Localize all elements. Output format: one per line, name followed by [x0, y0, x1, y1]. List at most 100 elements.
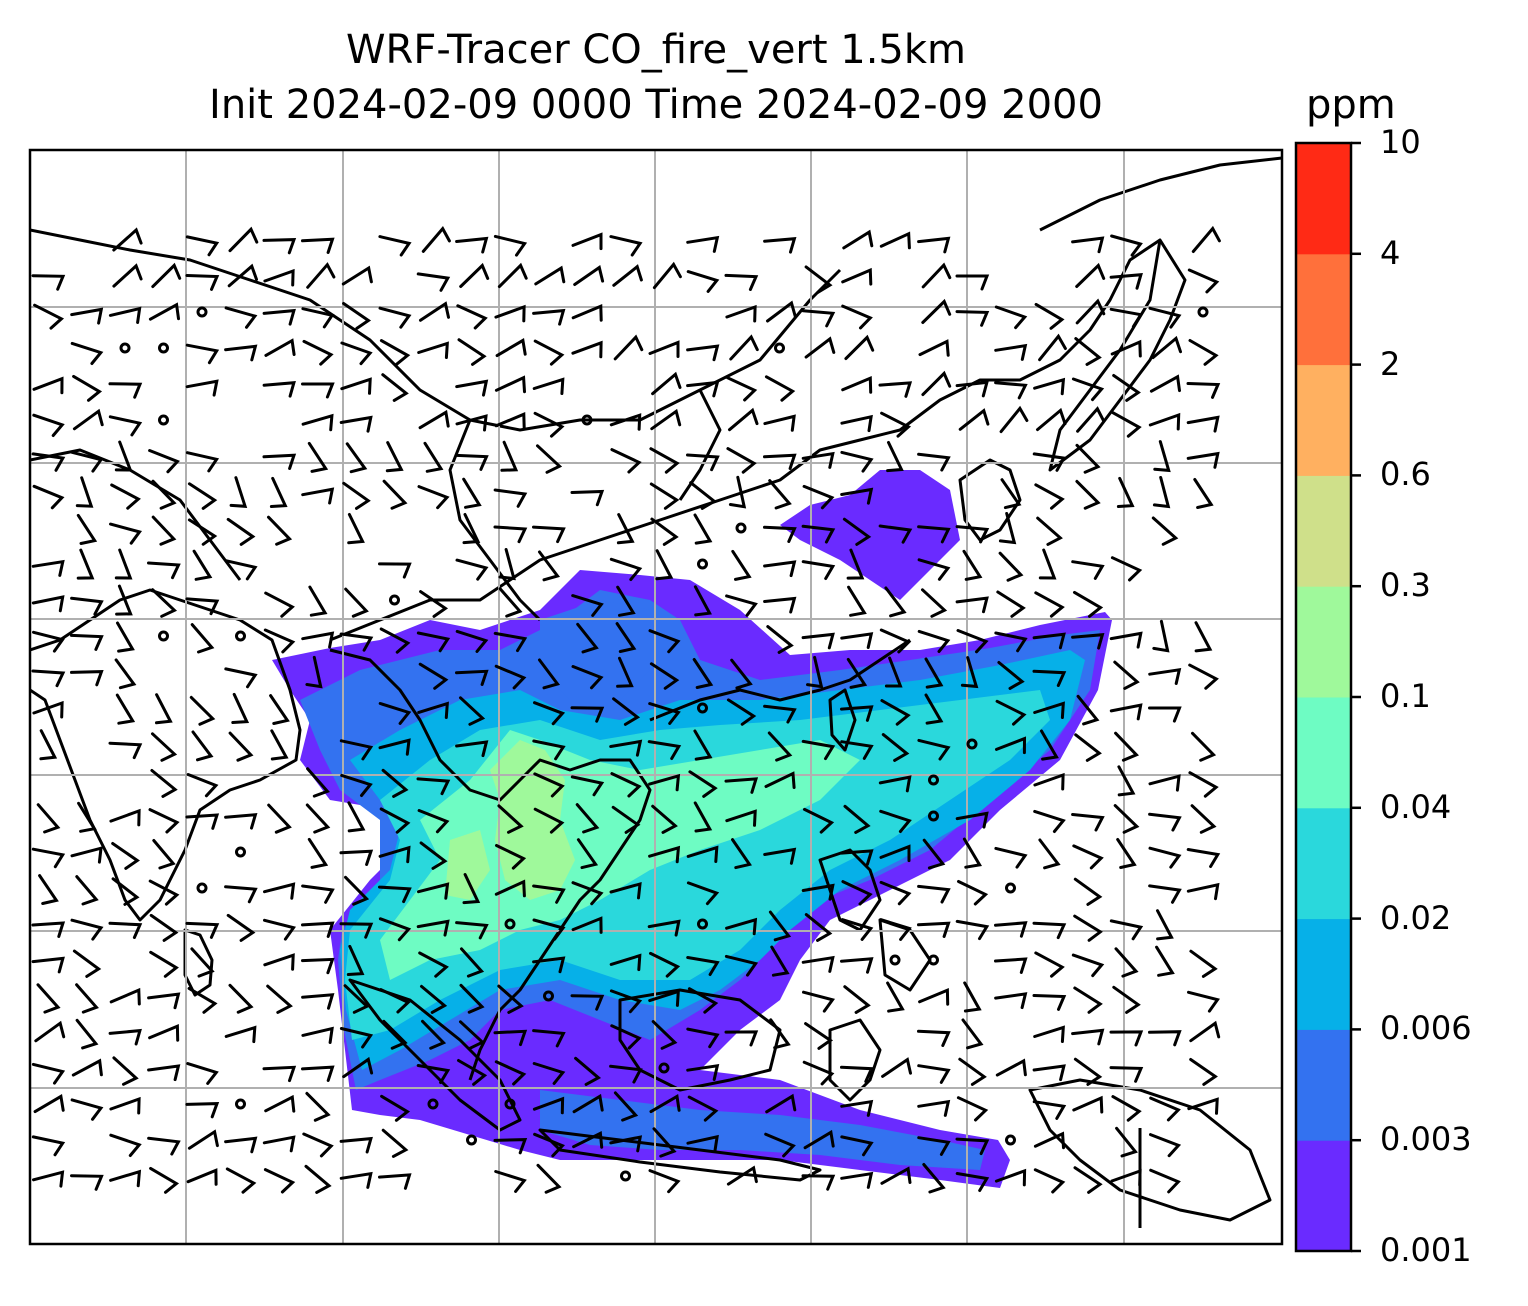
wind-barb [649, 951, 681, 978]
wind-barb [185, 451, 220, 473]
wind-barb [459, 1020, 486, 1050]
wind-barb [301, 487, 335, 505]
wind-barb [190, 623, 215, 654]
wind-barb [148, 879, 180, 906]
wind-barb [419, 841, 448, 870]
wind-barbs [31, 225, 1221, 1194]
colorbar-band [1296, 364, 1351, 476]
wind-barb [1110, 234, 1143, 257]
wind-barb [768, 479, 792, 510]
wind-barb [1116, 476, 1135, 508]
calm-wind-marker [389, 594, 400, 606]
wind-barb [763, 847, 797, 865]
wind-barb [802, 990, 836, 1013]
wind-barb [38, 874, 59, 905]
wind-barb [75, 875, 99, 906]
wind-barb [1148, 884, 1182, 904]
wind-barb [71, 1058, 103, 1077]
wind-barb [31, 1062, 66, 1085]
wind-barb [763, 525, 797, 543]
wind-barb [494, 304, 526, 323]
wind-barb [763, 560, 797, 578]
wind-barb [262, 381, 296, 398]
wind-barb [262, 308, 296, 326]
wind-barb [76, 548, 95, 580]
wind-barb [36, 983, 61, 1014]
wind-barb [917, 1099, 951, 1117]
wind-barb [185, 274, 220, 291]
colorbar-band [1296, 143, 1351, 255]
wind-barb [1076, 406, 1106, 433]
wind-barb [114, 658, 137, 690]
wind-barb [462, 513, 481, 545]
wind-barb [301, 1065, 335, 1082]
wind-barb [724, 777, 759, 794]
coastline-sumatra [348, 978, 522, 1132]
colorbar-band [1296, 918, 1351, 1030]
wind-barb [955, 811, 989, 829]
wind-barb [571, 881, 604, 906]
wind-barb [917, 558, 951, 581]
wind-barb [570, 706, 605, 723]
wind-barb [693, 729, 713, 761]
wind-barb [842, 229, 874, 250]
wind-barb [767, 731, 793, 762]
colorbar-ticks [1351, 141, 1361, 1253]
wind-barb [884, 656, 903, 688]
wind-barb [840, 487, 874, 505]
wind-barb [686, 1027, 720, 1049]
wind-barb [804, 265, 833, 294]
wind-barb [1116, 838, 1137, 869]
calm-wind-marker [697, 702, 708, 714]
wind-barb [460, 947, 485, 978]
wind-barb [917, 1136, 951, 1156]
wind-barb [801, 955, 835, 973]
wind-barb [419, 301, 450, 322]
wind-barb [70, 1174, 104, 1191]
wind-barb [921, 262, 952, 289]
map-title-line-1: WRF-Tracer CO_fire_vert 1.5km [345, 27, 967, 73]
wind-barb [228, 226, 259, 253]
wind-barb [532, 1062, 566, 1085]
wind-barb [455, 629, 489, 653]
wind-barb [533, 339, 565, 366]
wind-barb [224, 344, 258, 362]
wind-barb [962, 837, 983, 869]
wind-barb [108, 921, 143, 939]
wind-barb [647, 740, 682, 760]
wind-barb [955, 1137, 990, 1156]
wind-barb [610, 448, 642, 474]
wind-barb [416, 631, 451, 653]
wind-barb [152, 839, 176, 870]
wind-barb [301, 382, 335, 399]
wind-barb [955, 274, 990, 291]
wind-barb [70, 846, 103, 864]
wind-barb [1034, 483, 1065, 510]
wind-barb [270, 729, 289, 761]
wind-barb [609, 557, 643, 581]
wind-barb [31, 559, 65, 577]
wind-barb [500, 440, 519, 472]
wind-barb [764, 375, 796, 402]
field-level-lowest [780, 470, 960, 600]
wind-barb [70, 596, 104, 616]
coastline-sri-lanka [183, 928, 214, 997]
wind-barb [840, 450, 874, 473]
colorbar-unit-label: ppm [1306, 82, 1396, 128]
calm-wind-marker [658, 1062, 670, 1074]
wind-barb [378, 306, 412, 329]
wind-barb [493, 234, 528, 257]
wind-barb [651, 804, 678, 834]
wind-barb [228, 983, 254, 1014]
wind-barb [378, 702, 412, 725]
wind-barb [185, 235, 220, 257]
wind-barb [878, 524, 913, 544]
wind-barb [994, 1168, 1027, 1187]
wind-barb [731, 838, 752, 870]
wind-barb [1033, 772, 1065, 791]
wind-barb [70, 341, 104, 365]
wind-barb [686, 270, 720, 293]
wind-barb [843, 804, 871, 834]
coastline-northeast-asia [1039, 156, 1282, 232]
wind-barb [881, 1057, 912, 1078]
